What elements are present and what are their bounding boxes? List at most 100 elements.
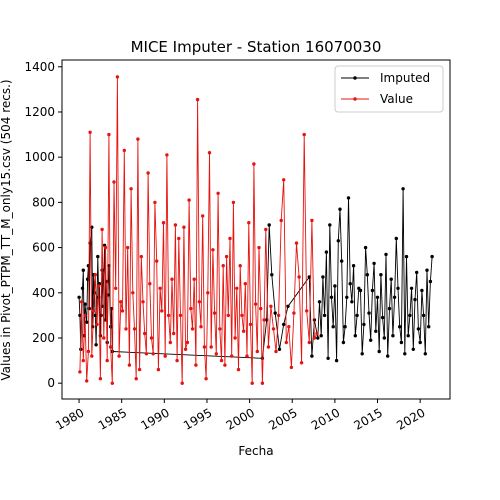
data-point-imputed [96,254,100,259]
data-point-value [81,358,86,363]
data-point-value [146,171,150,175]
data-point-value [238,264,242,268]
data-point-imputed [77,295,81,299]
data-point-value [166,313,171,318]
data-point-imputed [406,334,410,338]
plot-area [61,59,451,400]
chart-title: MICE Imputer - Station 16070030 [131,38,382,56]
data-point-value [271,327,276,331]
data-point-value [178,313,183,318]
data-point-imputed [93,313,98,318]
data-point-value [160,309,164,313]
data-point-value [253,302,258,306]
data-point-value [97,284,101,288]
data-point-value [78,370,82,374]
data-point-value [120,309,125,313]
data-point-value [143,331,147,336]
y-tick-label: 400 [32,286,55,300]
data-point-value [105,358,109,363]
data-point-value [156,367,161,372]
data-point-imputed [355,313,359,318]
data-point-value [177,236,181,241]
data-point-imputed [389,277,393,281]
data-point-imputed [408,313,412,318]
data-point-value [172,331,176,336]
data-point-imputed [348,282,352,286]
data-point-value [218,327,222,331]
data-point-value [230,354,234,358]
data-point-value [282,178,286,182]
data-point-value [199,325,203,329]
data-point-value [252,162,256,166]
data-point-value [214,352,218,356]
data-point-value [276,313,281,318]
data-point-imputed [399,340,404,345]
data-point-imputed [398,325,402,329]
data-point-value [175,358,179,363]
data-point-imputed [418,340,422,345]
data-point-imputed [425,268,429,272]
data-point-value [219,358,224,363]
data-point-value [151,352,155,356]
data-point-imputed [316,336,320,340]
data-point-value [241,329,246,333]
data-point-imputed [319,334,323,338]
data-point-imputed [282,322,286,327]
plot-frame [61,59,451,400]
data-point-value [287,325,291,329]
data-point-value [103,245,108,250]
data-point-value [195,97,200,102]
data-point-imputed [358,288,363,293]
data-point-imputed [334,358,339,363]
data-point-value [132,327,137,331]
data-point-value [201,214,205,218]
data-point-value [289,365,294,370]
data-point-value [226,313,230,318]
data-point-imputed [370,288,375,293]
data-point-value [173,223,178,227]
legend-label: Imputed [380,71,430,85]
data-point-imputed [384,252,388,257]
data-point-imputed [78,313,82,318]
data-point-value [231,200,236,205]
data-point-value [86,349,91,354]
data-point-imputed [307,275,311,279]
data-point-value [144,352,149,356]
data-point-imputed [387,306,392,311]
data-point-value [137,367,142,372]
data-point-imputed [372,261,376,266]
data-point-value [269,304,273,308]
data-point-value [122,148,127,153]
data-point-value [235,286,239,290]
data-point-value [91,309,96,313]
data-point-imputed [415,270,419,275]
data-point-value [260,381,265,385]
data-point-value [245,354,249,358]
data-point-value [302,132,306,137]
data-point-imputed [329,295,334,299]
data-point-value [88,130,92,134]
data-point-imputed [374,329,378,333]
data-point-value [192,277,196,281]
data-point-value [221,264,225,268]
data-point-imputed [404,254,409,259]
data-point-imputed [328,223,332,227]
data-point-imputed [351,264,356,268]
data-point-value [299,361,304,365]
data-point-imputed [345,295,349,299]
data-point-imputed [386,354,390,358]
data-point-value [279,218,283,223]
data-point-value [108,345,113,349]
data-point-imputed [363,245,368,250]
data-point-value [79,300,84,304]
data-point-imputed [85,277,90,281]
y-axis: 0 200 400 600 800 1000 1200 1400 [24,60,62,390]
data-point-value [163,354,167,358]
data-point-value [204,377,208,381]
data-point-imputed [343,325,347,329]
x-axis-label: Fecha [238,444,273,458]
data-point-imputed [420,288,424,293]
series-value [78,75,319,385]
data-point-imputed [100,268,104,272]
data-point-value [165,153,169,157]
